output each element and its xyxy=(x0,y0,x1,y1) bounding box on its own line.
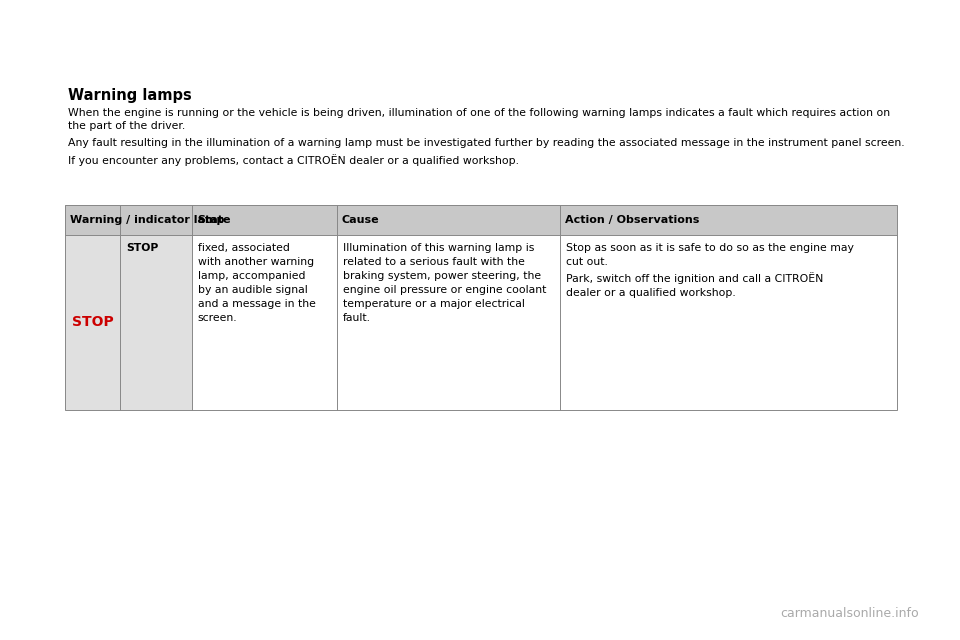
Text: Warning lamps: Warning lamps xyxy=(68,88,192,103)
Text: When the engine is running or the vehicle is being driven, illumination of one o: When the engine is running or the vehicl… xyxy=(68,108,890,131)
Text: carmanualsonline.info: carmanualsonline.info xyxy=(780,607,920,620)
Text: STOP: STOP xyxy=(72,316,113,330)
Bar xyxy=(192,235,337,410)
Bar xyxy=(337,235,560,410)
Text: Illumination of this warning lamp is
related to a serious fault with the
braking: Illumination of this warning lamp is rel… xyxy=(343,243,546,323)
Text: Action / Observations: Action / Observations xyxy=(564,215,699,225)
Text: STOP: STOP xyxy=(126,243,158,253)
Bar xyxy=(65,235,192,410)
Text: Cause: Cause xyxy=(342,215,379,225)
Bar xyxy=(560,235,897,410)
Text: Stop as soon as it is safe to do so as the engine may
cut out.
Park, switch off : Stop as soon as it is safe to do so as t… xyxy=(565,243,853,298)
Bar xyxy=(65,205,897,235)
Text: fixed, associated
with another warning
lamp, accompanied
by an audible signal
an: fixed, associated with another warning l… xyxy=(198,243,316,323)
Text: Warning / indicator lamp: Warning / indicator lamp xyxy=(70,215,225,225)
Text: If you encounter any problems, contact a CITROËN dealer or a qualified workshop.: If you encounter any problems, contact a… xyxy=(68,154,519,166)
Bar xyxy=(65,205,897,410)
Text: Any fault resulting in the illumination of a warning lamp must be investigated f: Any fault resulting in the illumination … xyxy=(68,138,904,148)
Text: State: State xyxy=(197,215,230,225)
